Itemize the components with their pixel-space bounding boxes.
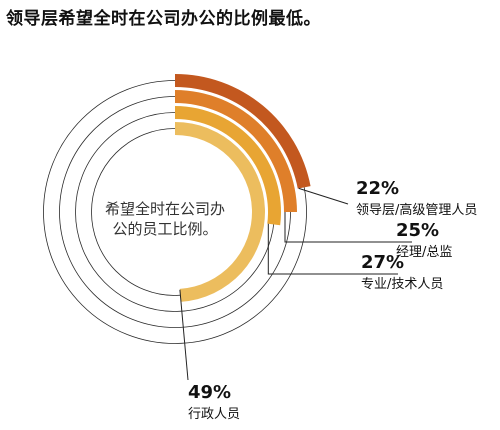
page-title: 领导层希望全时在公司办公的比例最低。 — [6, 9, 321, 29]
data-label-value: 49% — [188, 382, 231, 403]
data-label-value: 27% — [361, 252, 404, 273]
leader-line — [267, 223, 398, 275]
data-label-name: 领导层/高级管理人员 — [356, 202, 477, 218]
bar-arc — [175, 74, 311, 189]
bars — [175, 74, 311, 302]
bar-arc — [175, 106, 281, 226]
leader-lines — [179, 187, 412, 381]
leader-line — [179, 289, 189, 381]
data-label-name: 经理/总监 — [396, 245, 452, 260]
data-label-name: 行政人员 — [188, 407, 240, 422]
data-label-value: 22% — [356, 178, 399, 199]
data-label-name: 专业/技术人员 — [361, 277, 443, 292]
center-label-line: 公的员工比例。 — [112, 220, 217, 238]
bar-arc — [175, 90, 297, 212]
leader-line — [284, 212, 412, 243]
center-label-line: 希望全时在公司办 — [105, 200, 225, 218]
leader-line — [298, 187, 349, 205]
data-label-value: 25% — [396, 220, 439, 241]
bar-arc — [175, 122, 266, 302]
